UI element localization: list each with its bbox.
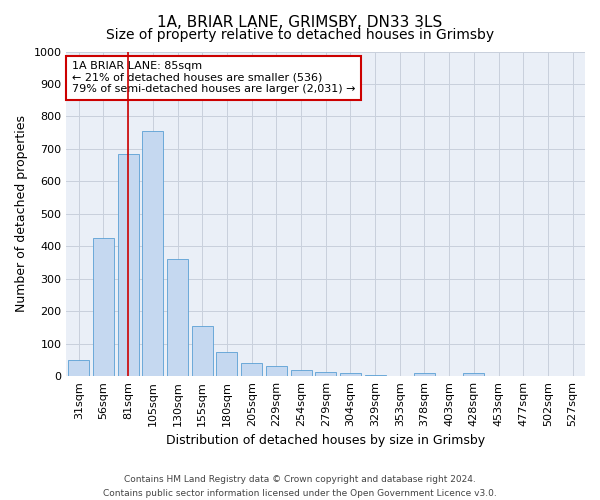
- Bar: [93, 238, 114, 376]
- Bar: [414, 373, 435, 376]
- Bar: [167, 260, 188, 376]
- Bar: [142, 131, 163, 376]
- Bar: [315, 372, 336, 376]
- Bar: [68, 360, 89, 376]
- Text: 1A BRIAR LANE: 85sqm
← 21% of detached houses are smaller (536)
79% of semi-deta: 1A BRIAR LANE: 85sqm ← 21% of detached h…: [71, 61, 355, 94]
- Y-axis label: Number of detached properties: Number of detached properties: [15, 116, 28, 312]
- Bar: [463, 373, 484, 376]
- Bar: [365, 374, 386, 376]
- X-axis label: Distribution of detached houses by size in Grimsby: Distribution of detached houses by size …: [166, 434, 485, 448]
- Text: 1A, BRIAR LANE, GRIMSBY, DN33 3LS: 1A, BRIAR LANE, GRIMSBY, DN33 3LS: [157, 15, 443, 30]
- Text: Contains HM Land Registry data © Crown copyright and database right 2024.
Contai: Contains HM Land Registry data © Crown c…: [103, 476, 497, 498]
- Bar: [192, 326, 213, 376]
- Bar: [340, 373, 361, 376]
- Bar: [266, 366, 287, 376]
- Bar: [241, 362, 262, 376]
- Bar: [217, 352, 238, 376]
- Text: Size of property relative to detached houses in Grimsby: Size of property relative to detached ho…: [106, 28, 494, 42]
- Bar: [290, 370, 311, 376]
- Bar: [118, 154, 139, 376]
